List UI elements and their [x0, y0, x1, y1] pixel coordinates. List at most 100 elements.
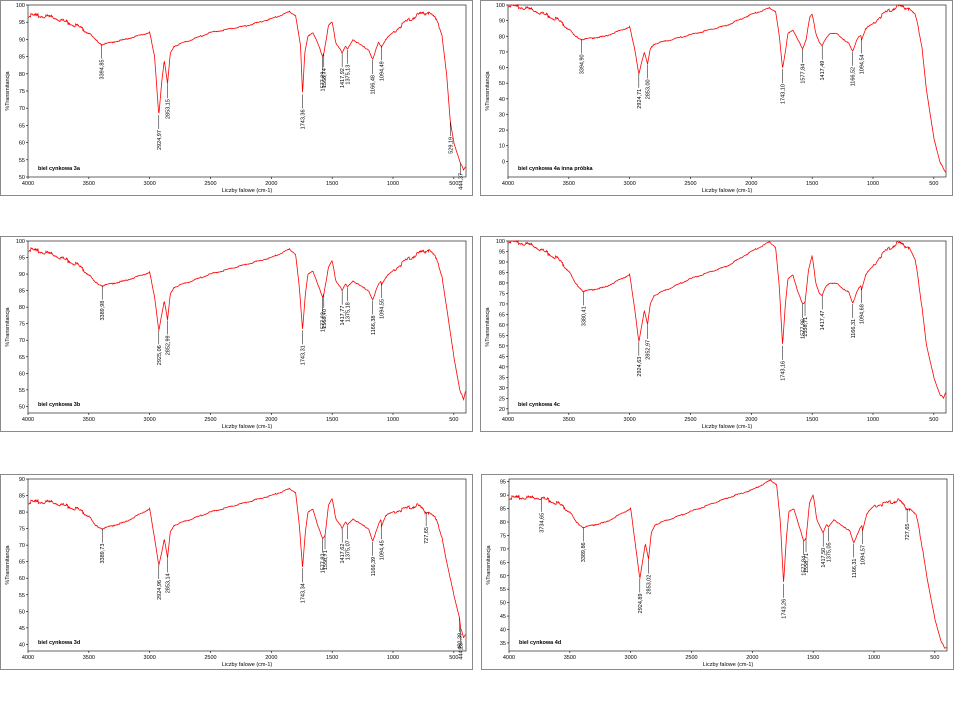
peak-label: 2852,97	[646, 340, 652, 360]
x-tick-label: 3000	[144, 655, 156, 661]
y-tick-label: 70	[499, 302, 505, 308]
sample-title: biel cynkowa 3b	[38, 402, 81, 408]
x-tick-label: 3000	[624, 181, 636, 187]
y-tick-label: 80	[499, 281, 505, 287]
y-tick-label: 55	[499, 333, 505, 339]
peak-label: 1577,86	[801, 319, 807, 339]
peak-label: 3394,85	[100, 60, 106, 80]
x-tick-label: 1500	[326, 417, 338, 423]
spectrum-line	[508, 239, 946, 400]
y-tick-label: 65	[19, 355, 25, 361]
y-tick-label: 60	[500, 574, 506, 580]
y-tick-label: 65	[19, 560, 25, 566]
y-tick-label: 80	[19, 305, 25, 311]
y-tick-label: 85	[19, 289, 25, 295]
peak-label: 3389,73	[100, 544, 106, 564]
x-tick-label: 3000	[625, 655, 637, 661]
ir-spectrum-chart: 50 55 60 65 70 75 80 85 90 95 100 4000 3500 3000 2500 2…	[5, 3, 467, 194]
y-tick-label: 80	[499, 34, 505, 40]
peak-label: 1577,92	[321, 554, 327, 574]
y-tick-label: 40	[499, 97, 505, 103]
y-tick-label: 45	[19, 626, 25, 632]
peak-label: 1558,71	[804, 553, 810, 573]
y-tick-label: 90	[19, 272, 25, 278]
x-tick-label: 1500	[806, 417, 818, 423]
peak-label: 1743,36	[301, 109, 307, 129]
x-tick-label: 500	[449, 181, 458, 187]
y-tick-label: 80	[19, 72, 25, 78]
x-axis-label: Liczby falowe (cm-1)	[702, 424, 753, 430]
y-tick-label: 65	[19, 123, 25, 129]
sample-title: biel cynkowa 3a	[38, 166, 81, 172]
x-tick-label: 1000	[867, 417, 879, 423]
peak-label: 1166,31	[851, 319, 857, 338]
y-tick-label: 70	[19, 106, 25, 112]
spectrum-panel-4c: 20 25 30 35 40 45 50 55 60 65 70 75 80 85 90 95 100 4000 3…	[480, 236, 953, 432]
y-tick-label: 55	[19, 388, 25, 394]
peak-label: 444,28	[459, 643, 465, 660]
y-tick-label: 35	[499, 375, 505, 381]
x-tick-label: 1000	[387, 417, 399, 423]
x-tick-label: 2500	[684, 417, 696, 423]
x-tick-label: 2500	[684, 181, 696, 187]
ir-spectrum-chart: 20 25 30 35 40 45 50 55 60 65 70 75 80 85 90 95 100 4000 3…	[485, 239, 947, 430]
sample-title: biel cynkowa 3d	[38, 640, 80, 646]
x-tick-label: 3500	[83, 181, 95, 187]
x-tick-label: 2000	[265, 655, 277, 661]
y-tick-label: 55	[500, 587, 506, 593]
y-axis-label: %Transmitancja	[5, 544, 11, 584]
ir-spectrum-chart: 50 55 60 65 70 75 80 85 90 95 100 4000 3500 3000 2500 2…	[5, 239, 467, 430]
peak-label: 2924,63	[637, 357, 643, 377]
x-axis-label: Liczby falowe (cm-1)	[222, 424, 273, 430]
y-tick-label: 85	[19, 494, 25, 500]
peak-label: 1577,84	[801, 64, 807, 84]
peak-label: 1375,13	[345, 65, 351, 85]
y-tick-label: 60	[499, 66, 505, 72]
y-tick-label: 80	[500, 520, 506, 526]
x-tick-label: 3500	[83, 417, 95, 423]
y-tick-label: 90	[499, 19, 505, 25]
peak-label: 444,37	[459, 173, 465, 190]
y-tick-label: 100	[496, 3, 505, 9]
peak-label: 1743,31	[301, 345, 307, 365]
peak-label: 3389,86	[581, 542, 587, 562]
y-tick-label: 20	[499, 407, 505, 413]
peak-label: 1094,45	[380, 540, 386, 560]
x-tick-label: 3000	[624, 417, 636, 423]
y-tick-label: 30	[499, 112, 505, 118]
peak-label: 1375,07	[345, 540, 351, 560]
x-tick-label: 500	[930, 655, 939, 661]
y-tick-label: 55	[19, 158, 25, 164]
y-tick-label: 20	[499, 128, 505, 134]
peak-label: 1094,68	[859, 304, 865, 324]
peak-label: 2925,06	[157, 345, 163, 365]
y-axis-label: %Transmitancja	[485, 306, 491, 346]
spectrum-panel-3b: 50 55 60 65 70 75 80 85 90 95 100 4000 3500 3000 2500 2…	[0, 236, 473, 432]
peak-label: 1558,71	[803, 317, 809, 337]
peak-label: 1094,49	[380, 61, 386, 81]
ir-spectrum-chart: 40 45 50 55 60 65 70 75 80 85 90 4000 3500 3000 2500 20…	[5, 477, 467, 668]
x-tick-label: 3500	[563, 417, 575, 423]
x-tick-label: 3500	[563, 181, 575, 187]
peak-label: 1094,55	[379, 299, 385, 319]
y-tick-label: 100	[16, 3, 25, 9]
x-axis-label: Liczby falowe (cm-1)	[703, 662, 754, 668]
x-tick-label: 500	[449, 417, 458, 423]
x-tick-label: 1000	[387, 181, 399, 187]
x-tick-label: 4000	[22, 417, 34, 423]
x-tick-label: 1000	[867, 181, 879, 187]
spectrum-panel-4a: 0 10 20 30 40 50 60 70 80 90 100 4000 3500 3000 2500 20…	[480, 0, 953, 196]
y-tick-label: 75	[19, 322, 25, 328]
peak-label: 1375,05	[826, 542, 832, 562]
y-tick-label: 70	[19, 338, 25, 344]
y-tick-label: 65	[499, 312, 505, 318]
peak-label: 1743,16	[781, 361, 787, 381]
plot-frame	[27, 240, 467, 414]
y-tick-label: 35	[500, 641, 506, 647]
ir-spectrum-chart: 35 40 45 50 55 60 65 70 75 80 85 90 95 4000 3500 3000 25…	[486, 478, 948, 668]
peak-label: 2924,96	[157, 580, 163, 600]
y-tick-label: 85	[500, 507, 506, 513]
x-tick-label: 4000	[22, 655, 34, 661]
x-tick-label: 2000	[265, 417, 277, 423]
y-tick-label: 30	[499, 386, 505, 392]
